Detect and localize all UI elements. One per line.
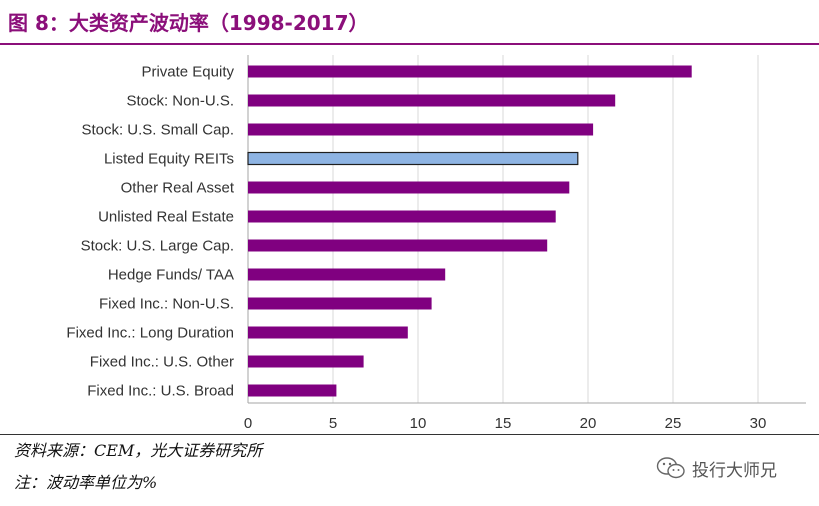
bar [248,123,594,136]
bars [247,65,692,397]
category-label: Fixed Inc.: Non-U.S. [99,296,234,313]
unit-note: 注：波动率单位为% [14,473,158,492]
bar-chart: Private Equity Stock: Non-U.S. Stock: U.S.… [66,55,806,432]
x-tick-label: 20 [580,415,597,432]
x-tick-label: 15 [495,415,512,432]
x-tick-label: 5 [329,415,337,432]
category-label: Unlisted Real Estate [98,209,234,226]
bar [248,268,446,281]
x-tick-label: 25 [665,415,682,432]
bar [248,355,364,368]
bar [247,151,579,166]
category-label: Stock: Non-U.S. [126,93,234,110]
bar [248,181,570,194]
category-label: Stock: U.S. Small Cap. [81,122,234,139]
category-labels: Private Equity Stock: Non-U.S. Stock: U.S.… [66,64,234,400]
bar [248,297,432,310]
bar [248,239,548,252]
title-rule [0,43,819,45]
watermark-text: 投行大师兄 [692,460,777,481]
bar [248,65,692,78]
category-label: Private Equity [141,64,234,81]
category-label: Listed Equity REITs [104,151,234,168]
wechat-icon [656,457,685,479]
watermark: 投行大师兄 [656,455,777,481]
category-label: Fixed Inc.: U.S. Other [90,354,234,371]
x-tick-label: 10 [410,415,427,432]
bar [248,326,408,339]
footer-rule [0,434,819,435]
bar [248,384,337,397]
category-label: Stock: U.S. Large Cap. [81,238,234,255]
category-label: Other Real Asset [121,180,235,197]
bar [248,94,616,107]
category-label: Hedge Funds/ TAA [108,267,234,284]
x-tick-label: 30 [750,415,767,432]
grid-lines [247,55,806,404]
bar [248,210,556,223]
category-label: Fixed Inc.: U.S. Broad [87,383,234,400]
x-tick-label: 0 [244,415,252,432]
x-tick-labels: 0 5 10 15 20 25 30 [244,415,767,432]
source-note: 资料来源：CEM，光大证券研究所 [14,441,263,460]
page-title: 图 8：大类资产波动率（1998-2017） [8,11,369,35]
category-label: Fixed Inc.: Long Duration [66,325,234,342]
